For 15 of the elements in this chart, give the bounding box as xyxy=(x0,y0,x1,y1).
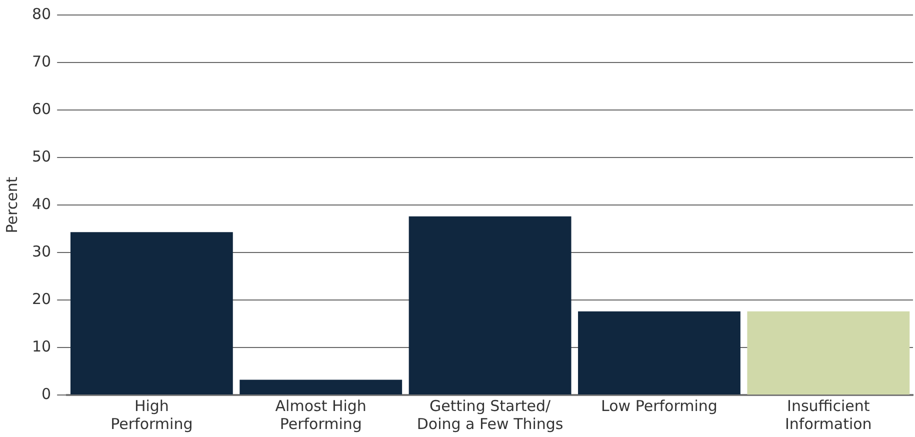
x-tick-label: Low Performing xyxy=(601,396,718,415)
x-tick-label: Insufficient Information xyxy=(784,396,872,433)
y-tick-label: 30 xyxy=(32,242,52,260)
y-axis-title: Percent xyxy=(2,176,21,234)
x-tick-label: High Performing xyxy=(110,396,193,433)
x-tick-label: Getting Started/ Doing a Few Things xyxy=(416,396,564,433)
x-tick-label: Almost High Performing xyxy=(275,396,366,433)
y-tick-label: 20 xyxy=(32,290,52,308)
y-tick-label: 0 xyxy=(42,384,52,403)
y-tick-label: 50 xyxy=(32,147,52,166)
y-tick-label: 60 xyxy=(32,100,52,118)
y-tick-label: 70 xyxy=(32,52,52,70)
y-tick-label: 10 xyxy=(32,337,52,356)
y-tick-label: 40 xyxy=(32,194,52,213)
y-tick-label: 80 xyxy=(32,4,52,23)
